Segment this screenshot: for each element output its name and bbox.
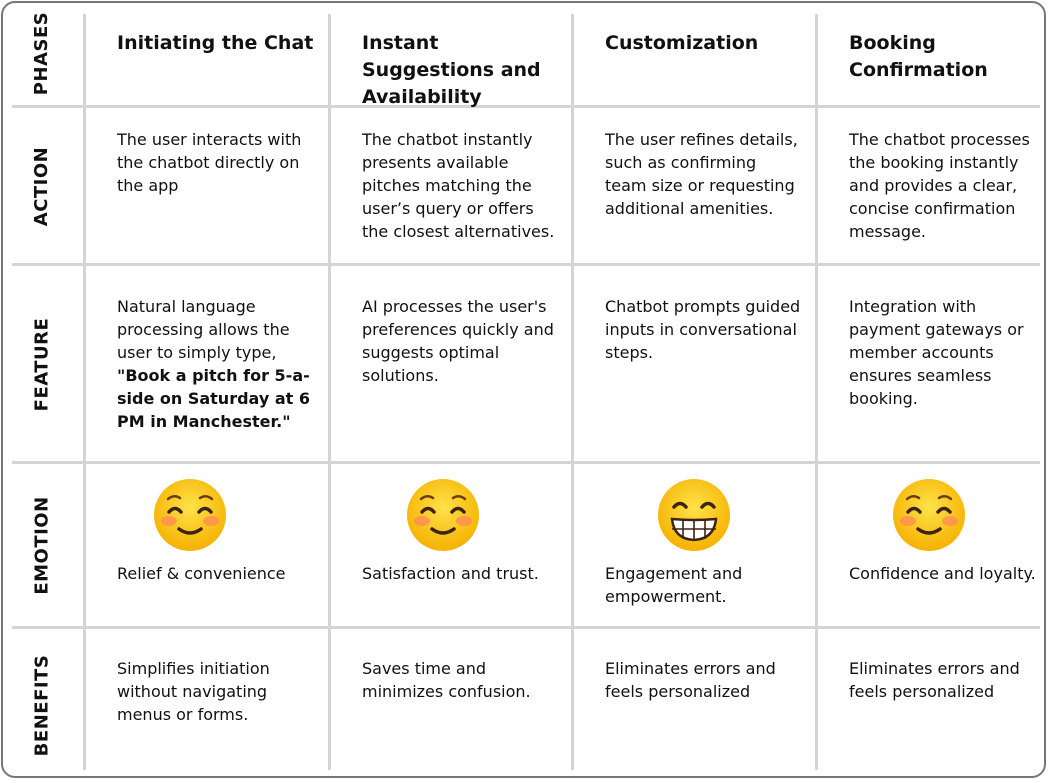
cell-text: Engagement and empowerment.	[605, 564, 743, 606]
column-divider	[815, 14, 818, 770]
row-label: ACTION	[0, 107, 84, 265]
emotion-icon	[893, 479, 965, 551]
row-label-text: EMOTION	[31, 496, 53, 595]
row-label-text: ACTION	[31, 146, 53, 226]
column-divider	[328, 14, 331, 770]
cell-text: The user refines details, such as confir…	[605, 130, 798, 218]
cell-text: Eliminates errors and feels personalized	[849, 659, 1020, 701]
cell-text: Chatbot prompts guided inputs in convers…	[605, 297, 801, 362]
cell-text: The chatbot instantly presents available…	[362, 130, 555, 241]
phase-title: Instant Suggestions and Availability	[362, 32, 541, 108]
cell-text: Eliminates errors and feels personalized	[605, 659, 776, 701]
cell-text: AI processes the user's preferences quic…	[362, 297, 554, 385]
phase-title: Customization	[605, 32, 759, 54]
cell-text: Saves time and minimizes confusion.	[362, 659, 531, 701]
column-divider	[83, 14, 86, 770]
cell-text: Simplifies initiation without navigating…	[117, 659, 270, 724]
row-label: FEATURE	[0, 265, 84, 463]
cell-text: Satisfaction and trust.	[362, 564, 539, 583]
row-divider	[12, 626, 1040, 629]
emotion-icon	[658, 479, 730, 551]
cell-text: Confidence and loyalty.	[849, 564, 1036, 583]
column-divider	[571, 14, 574, 770]
cell-text: The user interacts with the chatbot dire…	[117, 130, 302, 195]
cell-text: Integration with payment gateways or mem…	[849, 297, 1024, 408]
row-divider	[12, 105, 1040, 108]
cell-text-emphasis: "Book a pitch for 5-a-side on Saturday a…	[117, 366, 310, 431]
cell-text: Relief & convenience	[117, 564, 286, 583]
phase-title: Initiating the Chat	[117, 32, 314, 54]
phase-title: Booking Confirmation	[849, 32, 988, 81]
row-label: EMOTION	[0, 463, 84, 628]
row-label: PHASES	[0, 0, 84, 107]
row-label-text: PHASES	[31, 11, 53, 96]
cell-text-part: Natural language processing allows the u…	[117, 297, 290, 362]
row-divider	[12, 461, 1040, 464]
cell-text: Natural language processing allows the u…	[117, 295, 313, 433]
row-label-text: FEATURE	[31, 317, 53, 411]
cell-text: The chatbot processes the booking instan…	[849, 130, 1030, 241]
row-label-text: BENEFITS	[31, 654, 53, 757]
emotion-icon	[154, 479, 226, 551]
emotion-icon	[407, 479, 479, 551]
row-label: BENEFITS	[0, 628, 84, 783]
row-divider	[12, 263, 1040, 266]
